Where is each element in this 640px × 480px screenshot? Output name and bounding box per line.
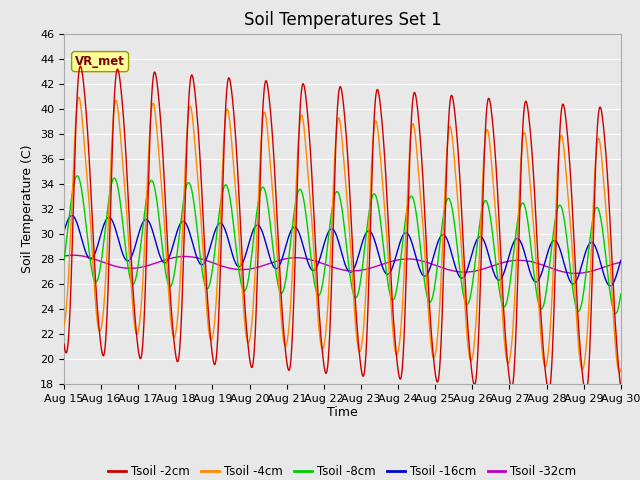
- Title: Soil Temperatures Set 1: Soil Temperatures Set 1: [244, 11, 441, 29]
- Tsoil -2cm: [584, 384, 591, 389]
- Tsoil -4cm: [60, 323, 68, 329]
- Tsoil -8cm: [584, 260, 591, 265]
- Tsoil -4cm: [616, 370, 623, 375]
- Legend: Tsoil -2cm, Tsoil -4cm, Tsoil -8cm, Tsoil -16cm, Tsoil -32cm: Tsoil -2cm, Tsoil -4cm, Tsoil -8cm, Tsoi…: [104, 461, 581, 480]
- Tsoil -16cm: [606, 283, 614, 289]
- Tsoil -4cm: [75, 95, 83, 100]
- Tsoil -8cm: [504, 291, 512, 297]
- Tsoil -16cm: [504, 255, 512, 261]
- Tsoil -32cm: [216, 263, 223, 268]
- Tsoil -4cm: [504, 360, 512, 366]
- Tsoil -2cm: [60, 341, 68, 347]
- Line: Tsoil -4cm: Tsoil -4cm: [64, 97, 621, 372]
- X-axis label: Time: Time: [327, 407, 358, 420]
- Tsoil -32cm: [617, 260, 625, 265]
- Tsoil -2cm: [371, 105, 379, 111]
- Tsoil -32cm: [568, 270, 575, 276]
- Tsoil -2cm: [617, 385, 625, 391]
- Tsoil -8cm: [216, 208, 223, 214]
- Tsoil -8cm: [74, 173, 81, 179]
- Tsoil -8cm: [612, 311, 620, 316]
- Line: Tsoil -8cm: Tsoil -8cm: [64, 176, 621, 313]
- Tsoil -16cm: [568, 280, 575, 286]
- Tsoil -8cm: [371, 191, 379, 197]
- Tsoil -8cm: [617, 291, 625, 297]
- Y-axis label: Soil Temperature (C): Soil Temperature (C): [22, 144, 35, 273]
- Tsoil -8cm: [359, 263, 367, 268]
- Tsoil -16cm: [60, 228, 68, 234]
- Tsoil -8cm: [568, 279, 575, 285]
- Line: Tsoil -32cm: Tsoil -32cm: [64, 255, 621, 274]
- Tsoil -16cm: [584, 245, 591, 251]
- Tsoil -4cm: [216, 233, 223, 239]
- Tsoil -2cm: [568, 195, 575, 201]
- Line: Tsoil -2cm: Tsoil -2cm: [64, 66, 621, 394]
- Tsoil -2cm: [77, 63, 84, 69]
- Tsoil -16cm: [359, 239, 367, 244]
- Tsoil -16cm: [617, 257, 625, 263]
- Tsoil -32cm: [584, 269, 591, 275]
- Tsoil -2cm: [504, 367, 512, 373]
- Tsoil -4cm: [371, 120, 379, 126]
- Tsoil -4cm: [584, 329, 591, 335]
- Tsoil -16cm: [216, 220, 223, 226]
- Tsoil -2cm: [216, 292, 223, 298]
- Tsoil -32cm: [371, 264, 379, 270]
- Tsoil -4cm: [568, 240, 575, 246]
- Tsoil -4cm: [617, 367, 625, 372]
- Tsoil -32cm: [60, 253, 68, 259]
- Tsoil -16cm: [371, 238, 379, 244]
- Tsoil -32cm: [504, 258, 512, 264]
- Tsoil -32cm: [70, 252, 77, 258]
- Tsoil -32cm: [359, 267, 367, 273]
- Text: VR_met: VR_met: [75, 55, 125, 68]
- Tsoil -8cm: [60, 257, 68, 263]
- Tsoil -16cm: [68, 213, 76, 218]
- Tsoil -32cm: [572, 271, 580, 276]
- Tsoil -2cm: [582, 391, 589, 396]
- Tsoil -2cm: [359, 373, 367, 379]
- Tsoil -4cm: [359, 335, 367, 341]
- Line: Tsoil -16cm: Tsoil -16cm: [64, 216, 621, 286]
